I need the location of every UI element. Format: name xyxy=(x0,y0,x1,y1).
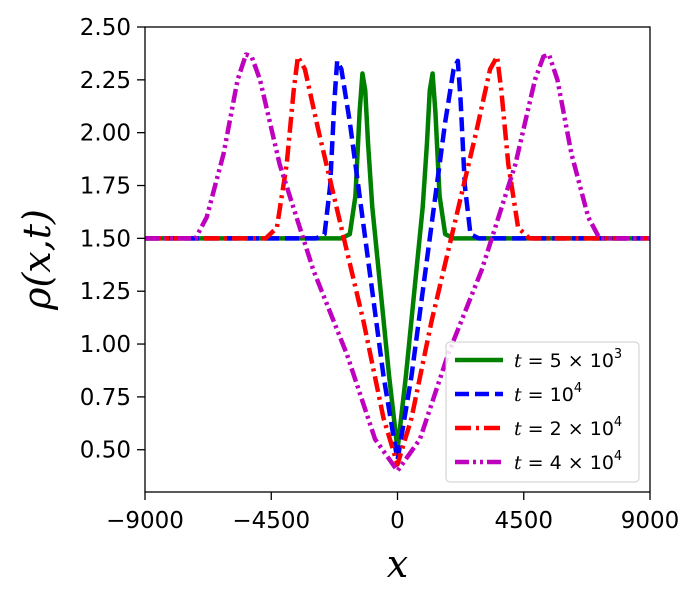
y-tick-label: 1.50 xyxy=(80,226,131,252)
series-line-3 xyxy=(145,54,650,467)
plot-series-group xyxy=(145,52,650,474)
y-tick-label: 1.25 xyxy=(80,279,131,305)
y-tick-label: 2.25 xyxy=(80,68,131,94)
series-line-4 xyxy=(145,52,650,474)
y-tick-label: 2.00 xyxy=(80,121,131,147)
legend-label-4: t = 4 × 104 xyxy=(514,449,622,474)
x-tick-label: 0 xyxy=(390,508,405,534)
legend-label-1: t = 5 × 103 xyxy=(514,347,622,372)
legend: t = 5 × 103 t = 104 t = 2 × 104 t = 4 × 104 xyxy=(445,341,640,483)
y-tick-label: 1.00 xyxy=(80,332,131,358)
x-tick-label: −9000 xyxy=(106,508,184,534)
legend-label-2: t = 104 xyxy=(514,381,582,406)
axis-ticks-group: −9000 −4500 0 4500 9000 0.50 0.75 1.00 1.25 1.50 1… xyxy=(80,15,679,534)
y-tick-label: 2.50 xyxy=(80,15,131,41)
y-tick-label: 0.75 xyxy=(80,385,131,411)
series-line-2 xyxy=(145,58,650,463)
legend-box xyxy=(445,341,640,483)
x-tick-label: 9000 xyxy=(621,508,680,534)
x-tick-label: 4500 xyxy=(494,508,553,534)
legend-label-3: t = 2 × 104 xyxy=(514,415,622,440)
y-tick-label: 1.75 xyxy=(80,174,131,200)
x-axis-label: x xyxy=(387,542,408,586)
y-tick-label: 0.50 xyxy=(80,438,131,464)
x-tick-label: −4500 xyxy=(232,508,310,534)
y-axis-label: ρ(x,t) xyxy=(15,209,59,311)
